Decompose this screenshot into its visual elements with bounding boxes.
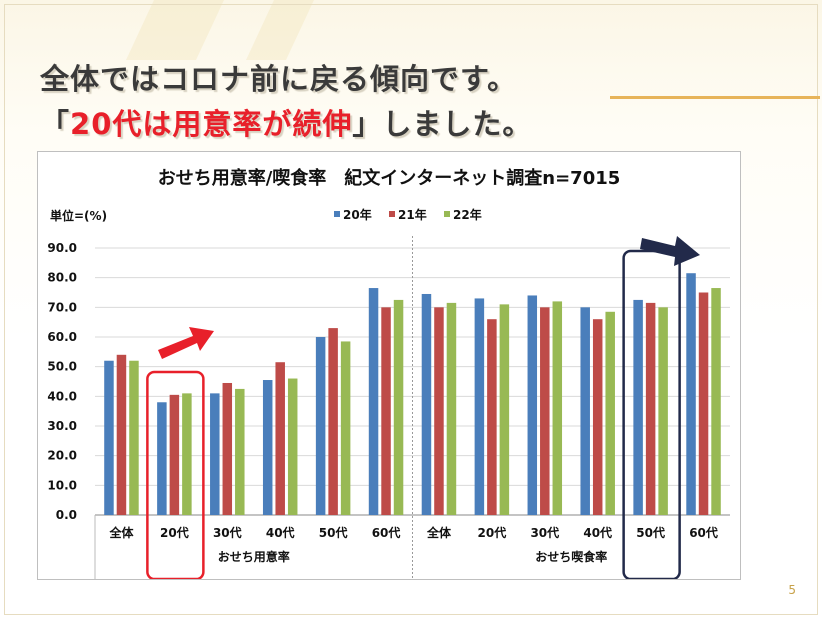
y-axis-unit-label: 単位=(%)	[50, 208, 107, 223]
group-label: おせち喫食率	[535, 549, 607, 564]
x-tick-label: 全体	[426, 525, 452, 540]
bar	[645, 302, 656, 515]
x-tick-label: 50代	[636, 525, 665, 540]
y-tick-label: 0.0	[56, 508, 77, 522]
legend-label: 20年	[343, 207, 372, 222]
bar	[129, 360, 139, 515]
bar	[552, 301, 563, 515]
bar	[487, 319, 497, 515]
chart-title: おせち用意率/喫食率 紀文インターネット調査n=7015	[158, 167, 621, 189]
x-tick-label: 40代	[583, 525, 612, 540]
x-tick-label: 50代	[319, 525, 348, 540]
bar	[222, 382, 233, 515]
bar	[157, 402, 167, 515]
bar	[580, 307, 590, 515]
legend-label: 21年	[398, 207, 427, 222]
bar	[275, 362, 285, 515]
bar	[527, 295, 538, 515]
y-tick-label: 90.0	[47, 241, 77, 255]
y-tick-label: 50.0	[47, 360, 77, 374]
headline-highlight: 20代は用意率が続伸	[70, 107, 353, 141]
x-tick-label: 40代	[266, 525, 295, 540]
bar	[540, 307, 550, 515]
bar	[328, 328, 338, 515]
bar	[434, 307, 444, 515]
bar-chart: おせち用意率/喫食率 紀文インターネット調査n=7015 単位=(%) 20年 2…	[47, 167, 730, 581]
y-tick-label: 60.0	[47, 330, 77, 344]
bar	[169, 394, 180, 515]
bar	[698, 292, 709, 515]
y-tick-label: 10.0	[47, 478, 77, 492]
headline-suffix: 」しました。	[352, 107, 533, 141]
bar	[592, 319, 603, 515]
x-tick-label: 20代	[160, 525, 189, 540]
x-tick-label: 60代	[372, 525, 401, 540]
bar	[340, 341, 351, 515]
bar	[421, 293, 432, 515]
chart-container: おせち用意率/喫食率 紀文インターネット調査n=7015 単位=(%) 20年 2…	[37, 151, 741, 581]
legend-swatch	[334, 211, 340, 217]
y-tick-label: 30.0	[47, 419, 77, 433]
decor-stripe	[246, 0, 314, 60]
x-tick-label: 30代	[530, 525, 559, 540]
bar	[315, 337, 326, 515]
bar	[474, 298, 485, 515]
bar	[116, 354, 127, 515]
x-tick-label: 20代	[478, 525, 507, 540]
legend-label: 22年	[453, 207, 482, 222]
decor-stripe	[126, 0, 224, 60]
bar	[658, 307, 668, 515]
bar	[605, 311, 615, 515]
bar	[393, 299, 404, 515]
header-rule	[610, 96, 820, 99]
bar	[368, 288, 379, 515]
arrow-red	[158, 327, 214, 359]
legend-swatch	[444, 211, 450, 217]
bar	[711, 288, 721, 515]
bar	[262, 380, 273, 515]
headline-line2: 「20代は用意率が続伸」しました。	[40, 101, 532, 143]
bar	[633, 299, 643, 515]
bar	[446, 302, 457, 515]
bar	[182, 393, 192, 515]
legend-swatch	[389, 211, 395, 217]
bar	[235, 388, 245, 515]
page-number: 5	[788, 583, 796, 597]
headline-line1: 全体ではコロナ前に戻る傾向です。	[40, 62, 518, 96]
x-tick-label: 全体	[108, 525, 134, 540]
arrow-navy	[640, 236, 700, 266]
bar	[104, 360, 114, 515]
bar	[210, 393, 220, 515]
x-tick-label: 60代	[689, 525, 718, 540]
chart-legend: 20年 21年 22年	[334, 207, 482, 222]
bars	[104, 273, 721, 515]
bar	[381, 307, 391, 515]
headline-bracket-open: 「	[40, 107, 71, 141]
y-tick-label: 80.0	[47, 271, 77, 285]
y-tick-label: 70.0	[47, 300, 77, 314]
bar	[287, 378, 298, 515]
bar	[686, 273, 696, 515]
x-axis: 全体 20代 30代 40代 50代 60代 全体 20代 30代 40代 50代 60代おせち用意率…	[94, 236, 718, 580]
x-tick-label: 30代	[213, 525, 242, 540]
y-tick-label: 40.0	[47, 389, 77, 403]
y-tick-label: 20.0	[47, 449, 77, 463]
group-label: おせち用意率	[218, 549, 290, 564]
bar	[499, 304, 510, 515]
